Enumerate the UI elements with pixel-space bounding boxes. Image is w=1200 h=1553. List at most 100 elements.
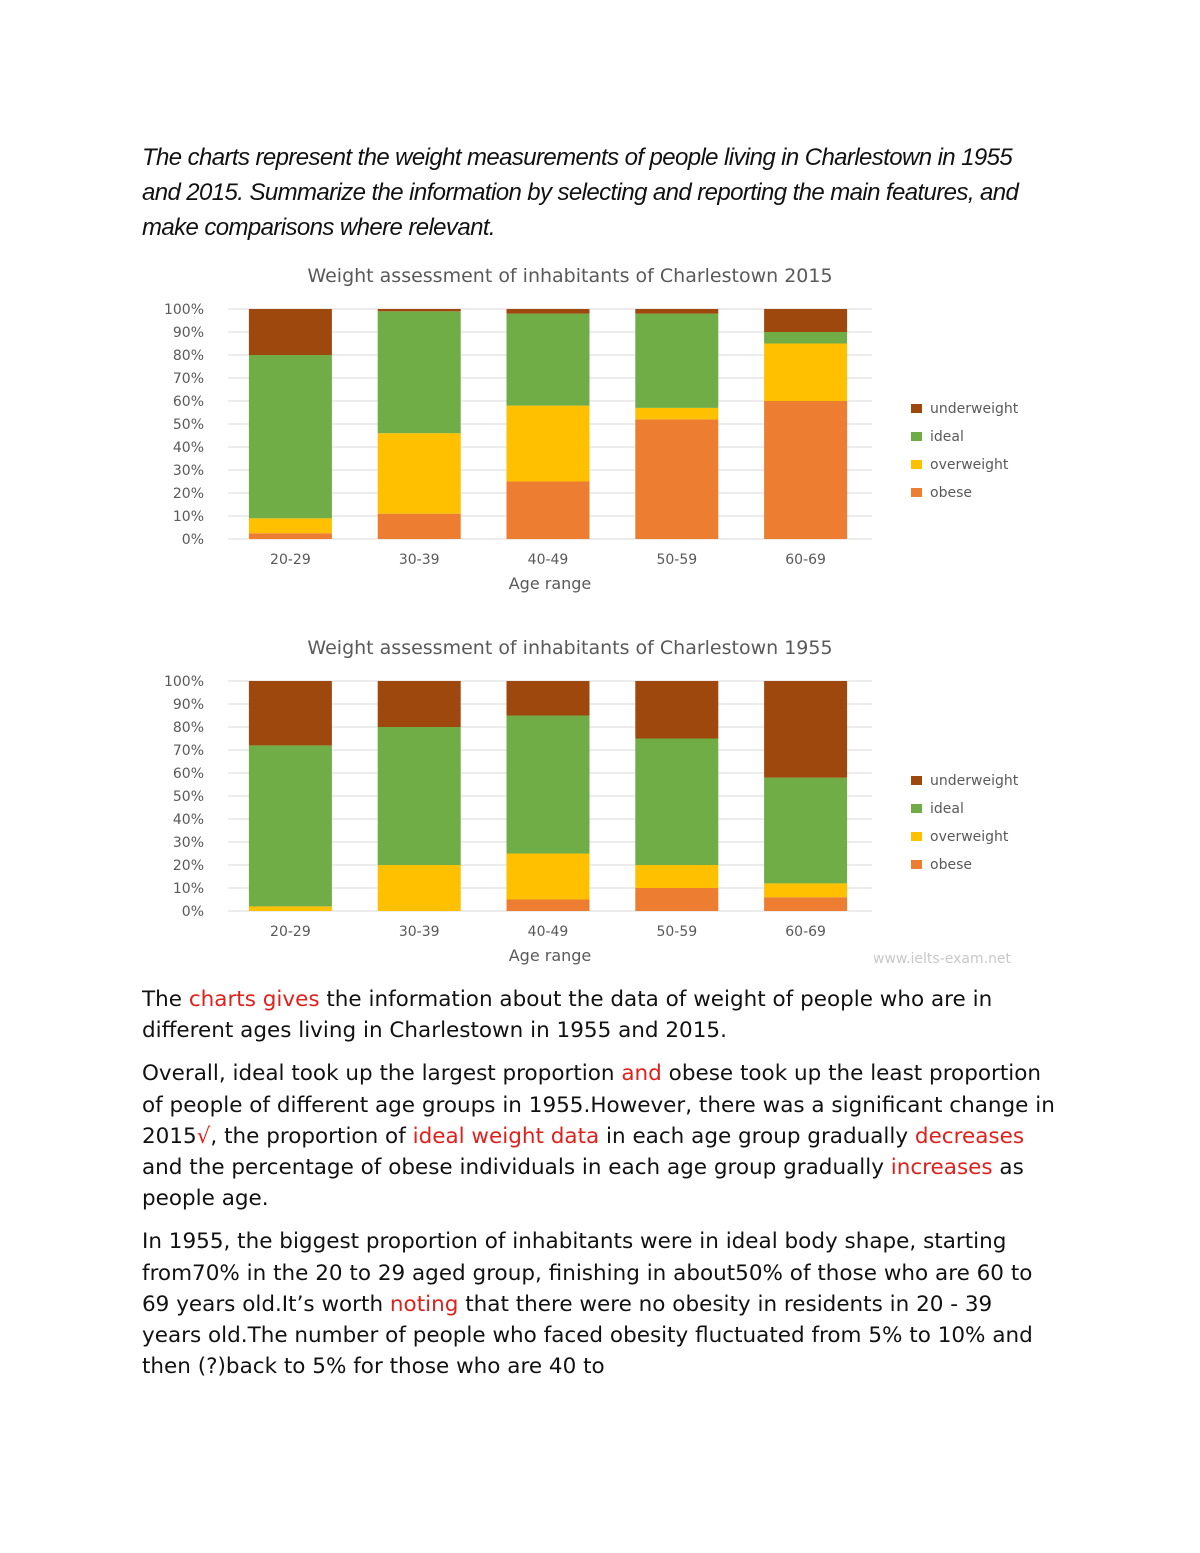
y-tick-label: 50%	[173, 417, 204, 433]
bar-obese-50-59	[635, 419, 719, 539]
essay-text-segment: The	[142, 987, 189, 1012]
legend-swatch-underweight	[911, 404, 922, 413]
essay-paragraph: In 1955, the biggest proportion of inhab…	[142, 1226, 1057, 1382]
highlighted-correction: noting	[389, 1291, 459, 1317]
legend-label-obese: obese	[930, 857, 972, 873]
bar-obese-40-49	[506, 899, 590, 911]
y-tick-label: 90%	[173, 697, 204, 713]
legend-label-overweight: overweight	[930, 457, 1009, 473]
essay-text-segment: Overall, ideal took up the largest propo…	[142, 1061, 622, 1087]
chart-title: Weight assessment of inhabitants of Char…	[307, 637, 832, 659]
x-tick-label: 20-29	[270, 552, 311, 568]
legend-swatch-ideal	[911, 804, 922, 813]
bar-ideal-50-59	[635, 313, 719, 408]
essay-text-segment: as people age.	[142, 1155, 1024, 1212]
bar-overweight-40-49	[506, 405, 590, 482]
bar-obese-60-69	[764, 401, 848, 539]
highlighted-correction: increases	[890, 1155, 993, 1181]
y-tick-label: 60%	[173, 766, 204, 782]
legend-swatch-obese	[911, 488, 922, 497]
y-tick-label: 80%	[173, 720, 204, 736]
y-tick-label: 0%	[182, 532, 204, 548]
legend-swatch-underweight	[911, 776, 922, 785]
y-tick-label: 0%	[182, 904, 204, 920]
bar-ideal-20-29	[248, 355, 332, 519]
legend-label-ideal: ideal	[930, 429, 964, 445]
bar-ideal-60-69	[764, 777, 848, 884]
y-tick-label: 20%	[173, 486, 204, 502]
x-tick-label: 30-39	[399, 552, 440, 568]
y-tick-label: 80%	[173, 348, 204, 364]
essay-text: The charts gives the information about t…	[142, 984, 1057, 1394]
bar-underweight-30-39	[377, 309, 461, 312]
legend-label-obese: obese	[930, 485, 972, 501]
bar-obese-30-39	[377, 513, 461, 539]
bar-ideal-40-49	[506, 313, 590, 406]
bar-underweight-20-29	[248, 309, 332, 355]
x-tick-label: 20-29	[270, 924, 311, 940]
x-tick-label: 50-59	[656, 924, 697, 940]
legend-swatch-ideal	[911, 432, 922, 441]
y-tick-label: 50%	[173, 789, 204, 805]
bar-underweight-40-49	[506, 681, 590, 716]
y-tick-label: 10%	[173, 509, 204, 525]
y-tick-label: 20%	[173, 858, 204, 874]
bar-obese-40-49	[506, 481, 590, 539]
y-tick-label: 100%	[164, 302, 204, 318]
bar-overweight-20-29	[248, 906, 332, 911]
y-tick-label: 60%	[173, 394, 204, 410]
x-axis-label: Age range	[509, 574, 592, 593]
essay-text-segment: that there were no obesity in residents …	[142, 1291, 1033, 1380]
y-tick-label: 70%	[173, 743, 204, 759]
chart-title: Weight assessment of inhabitants of Char…	[307, 265, 832, 287]
essay-text-segment: and the percentage of obese individuals …	[142, 1155, 891, 1181]
bar-ideal-60-69	[764, 332, 848, 344]
bar-obese-20-29	[248, 533, 332, 539]
highlighted-correction: and	[621, 1061, 662, 1087]
chart-2015: Weight assessment of inhabitants of Char…	[140, 258, 1080, 598]
task-prompt: The charts represent the weight measurem…	[142, 144, 1019, 241]
bar-overweight-60-69	[764, 343, 848, 401]
bar-overweight-30-39	[377, 433, 461, 514]
bar-ideal-30-39	[377, 727, 461, 865]
bar-underweight-60-69	[764, 681, 848, 778]
highlighted-correction: √	[196, 1123, 211, 1149]
y-tick-label: 40%	[173, 812, 204, 828]
bar-overweight-20-29	[248, 518, 332, 534]
bar-overweight-60-69	[764, 883, 848, 898]
bar-ideal-20-29	[248, 745, 332, 907]
essay-text-segment: obese took up the least proportion of pe…	[142, 1061, 1055, 1149]
bar-overweight-50-59	[635, 407, 719, 420]
bar-overweight-30-39	[377, 865, 461, 911]
x-tick-label: 60-69	[785, 552, 826, 568]
bar-underweight-20-29	[248, 681, 332, 746]
y-tick-label: 30%	[173, 463, 204, 479]
x-tick-label: 30-39	[399, 924, 440, 940]
bar-ideal-50-59	[635, 738, 719, 865]
legend-label-ideal: ideal	[930, 801, 964, 817]
highlighted-correction: charts gives	[188, 987, 320, 1012]
legend-label-underweight: underweight	[930, 773, 1019, 789]
x-tick-label: 40-49	[528, 924, 569, 940]
x-axis-label: Age range	[509, 946, 592, 965]
chart-svg: Weight assessment of inhabitants of Char…	[164, 637, 1019, 967]
bar-overweight-40-49	[506, 853, 590, 900]
bar-overweight-50-59	[635, 865, 719, 888]
y-tick-label: 100%	[164, 674, 204, 690]
highlighted-correction: decreases	[914, 1123, 1025, 1149]
legend-swatch-overweight	[911, 460, 922, 469]
y-tick-label: 90%	[173, 325, 204, 341]
y-tick-label: 10%	[173, 881, 204, 897]
bar-underweight-30-39	[377, 681, 461, 727]
x-tick-label: 40-49	[528, 552, 569, 568]
bar-ideal-40-49	[506, 715, 590, 854]
bar-obese-50-59	[635, 888, 719, 911]
chart-svg: Weight assessment of inhabitants of Char…	[164, 265, 1019, 593]
bar-underweight-60-69	[764, 309, 848, 332]
x-tick-label: 60-69	[785, 924, 826, 940]
x-tick-label: 50-59	[656, 552, 697, 568]
bar-obese-60-69	[764, 897, 848, 911]
legend-swatch-overweight	[911, 832, 922, 841]
y-tick-label: 40%	[173, 440, 204, 456]
watermark: www.ielts-exam.net	[873, 951, 1012, 967]
